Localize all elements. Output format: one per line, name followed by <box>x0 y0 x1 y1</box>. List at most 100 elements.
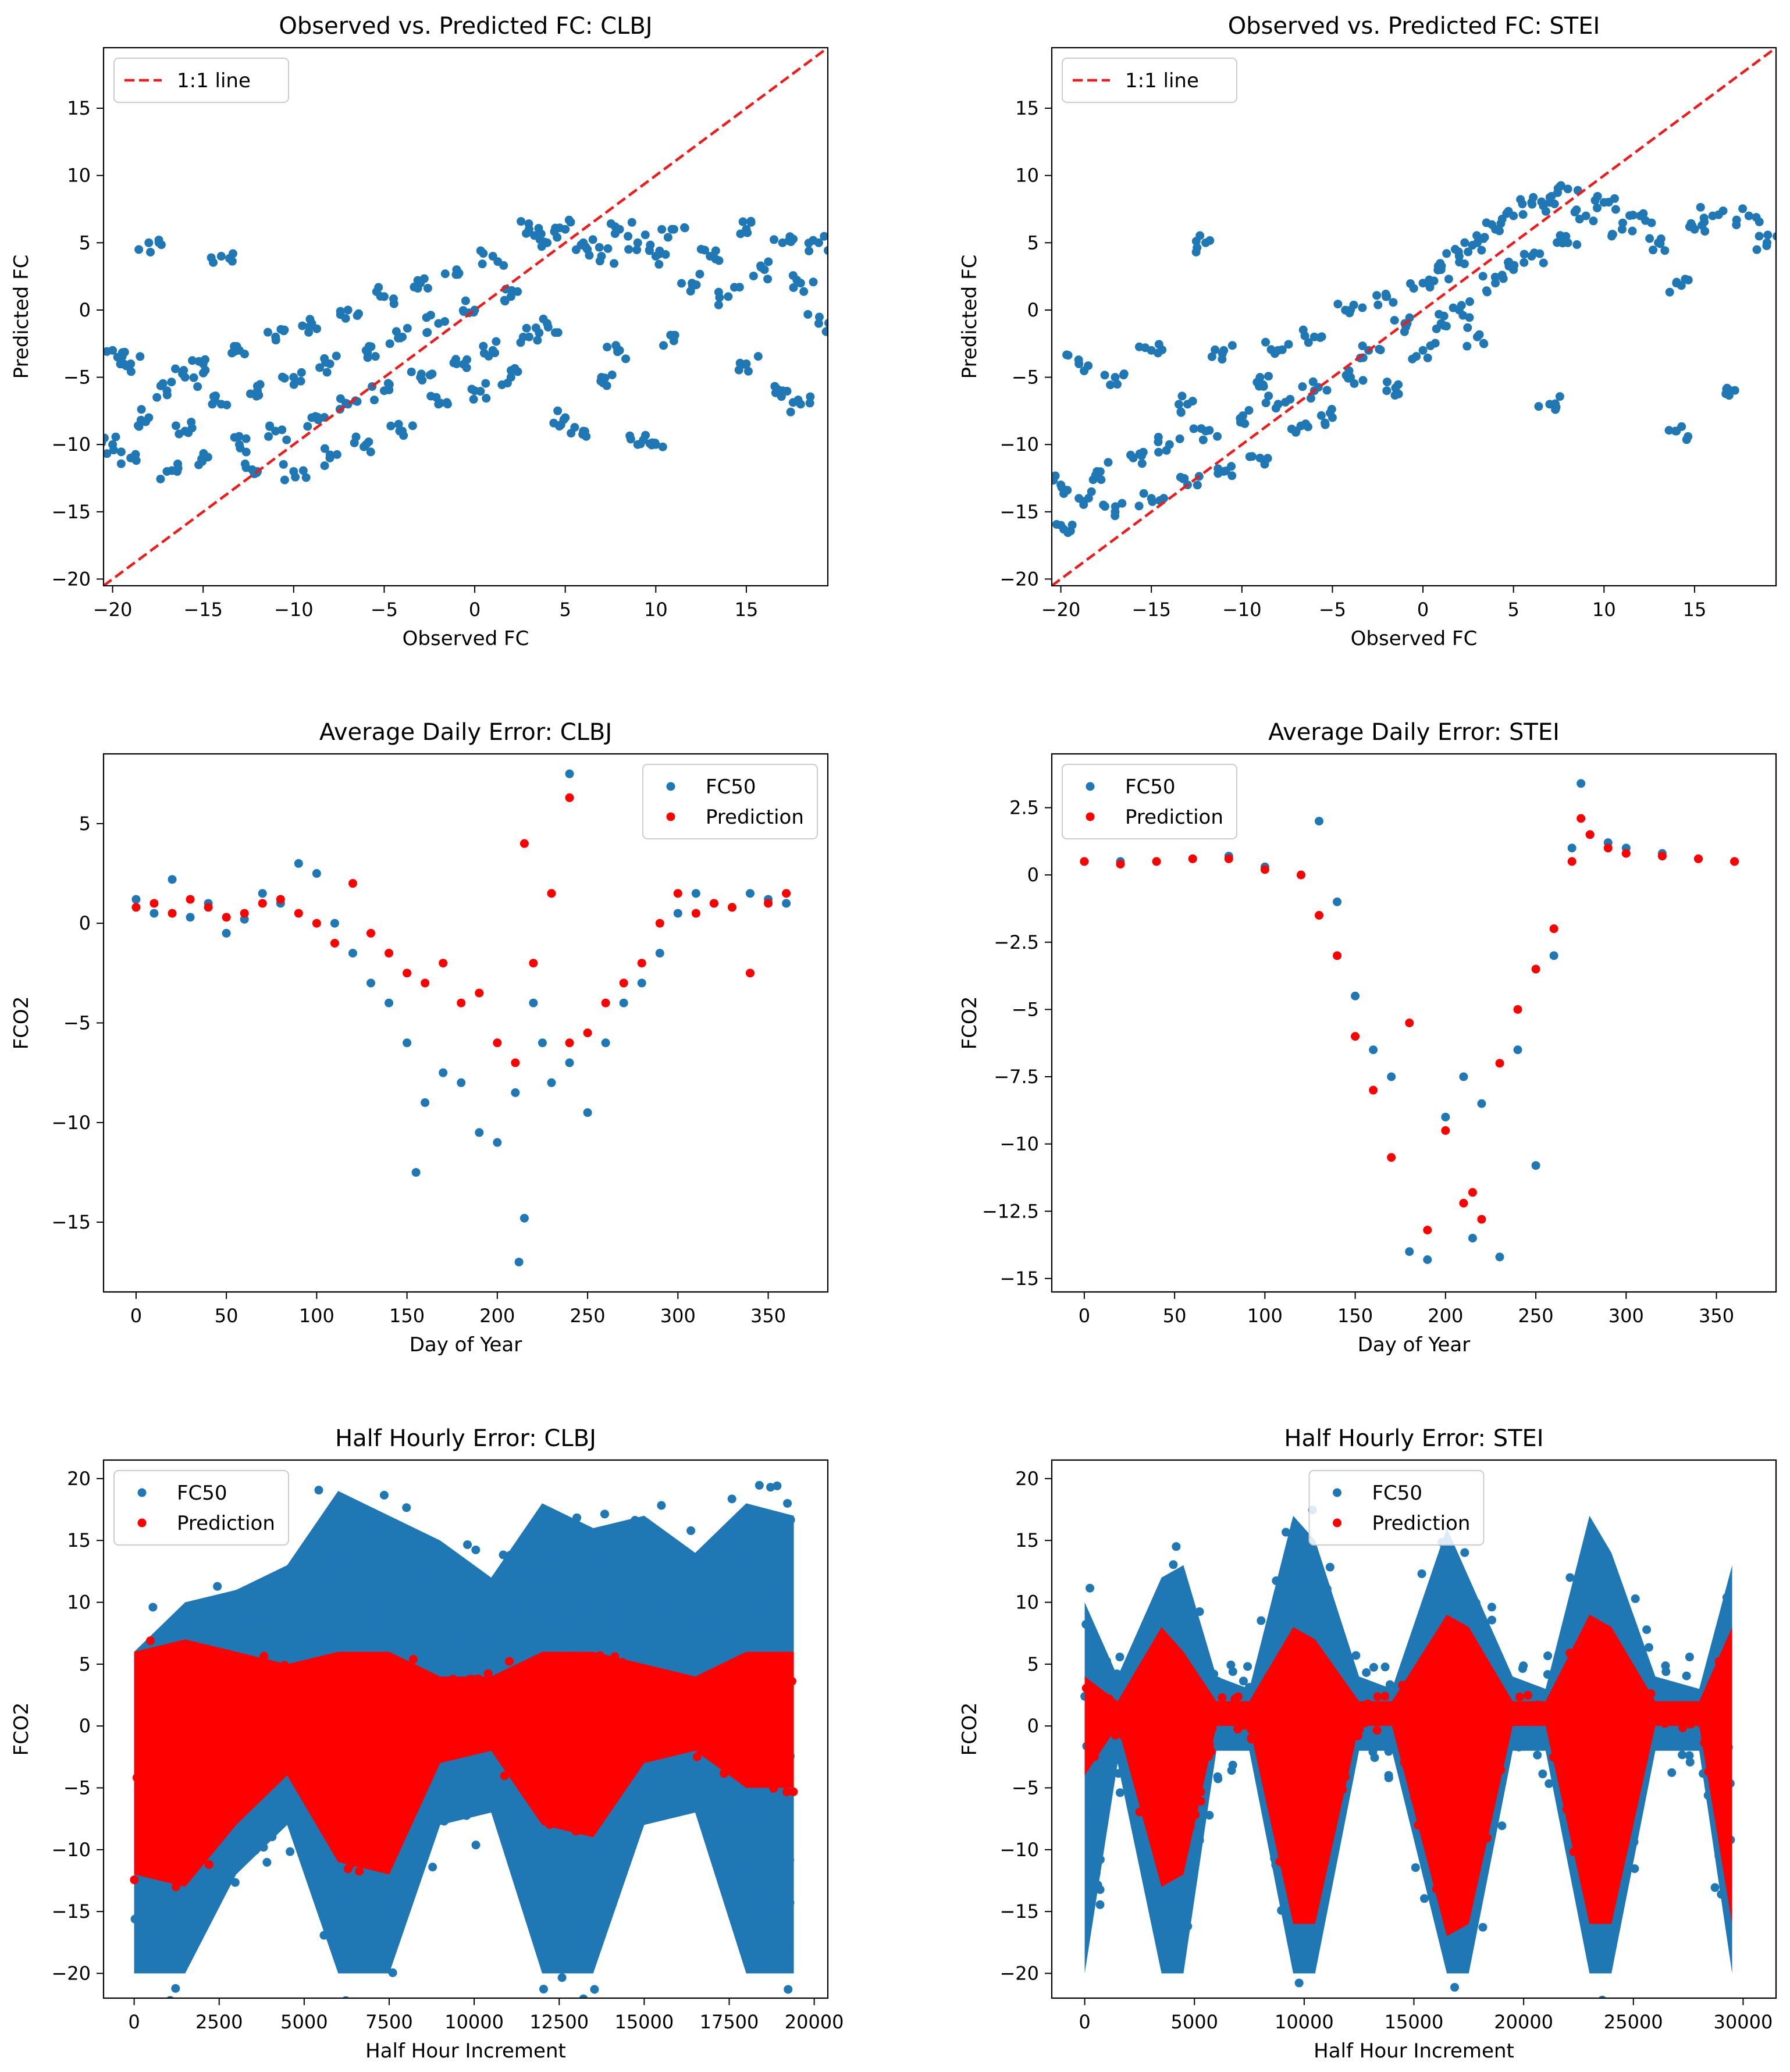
data-point <box>636 439 645 448</box>
data-point <box>636 1707 646 1717</box>
data-point <box>607 370 617 379</box>
data-point <box>1279 1669 1289 1679</box>
data-point <box>1211 345 1220 354</box>
data-point <box>1119 369 1129 379</box>
data-point <box>1172 1542 1181 1551</box>
legend: FC50 Prediction <box>113 1470 289 1546</box>
data-point <box>1678 1750 1687 1760</box>
data-point <box>298 1761 308 1770</box>
data-point <box>163 1661 173 1671</box>
data-point <box>1445 1578 1454 1587</box>
x-tick-label: 5000 <box>1171 2011 1218 2033</box>
data-point <box>1449 303 1458 312</box>
data-point <box>471 1545 481 1554</box>
y-tick-label: −20 <box>51 1962 91 1984</box>
data-point <box>172 1620 181 1629</box>
x-tick-label: 15000 <box>614 2011 674 2033</box>
data-point <box>171 364 180 373</box>
data-point <box>1477 245 1486 255</box>
data-point <box>631 1516 640 1525</box>
data-point <box>1214 1774 1223 1783</box>
data-point <box>1670 1706 1679 1715</box>
data-point <box>506 1551 515 1560</box>
data-point <box>354 309 364 318</box>
plot-area <box>104 48 828 586</box>
data-point <box>1518 210 1528 219</box>
data-point <box>1744 211 1753 220</box>
data-point <box>1260 865 1269 874</box>
data-point <box>1114 1769 1123 1778</box>
data-point <box>1349 300 1358 309</box>
data-point <box>539 1984 548 1993</box>
data-point <box>1513 1703 1522 1713</box>
data-point <box>1472 231 1482 240</box>
data-point <box>181 1793 190 1802</box>
data-point <box>476 246 485 255</box>
data-point <box>298 321 307 330</box>
data-point <box>204 1860 213 1869</box>
data-point <box>1218 1693 1227 1703</box>
legend-dot-marker <box>1333 1518 1341 1528</box>
data-point <box>478 259 487 269</box>
data-point <box>1358 303 1367 312</box>
data-point <box>715 293 724 302</box>
data-point <box>116 459 126 468</box>
x-tick-label: 5000 <box>280 2011 328 2033</box>
data-point <box>1311 1871 1320 1880</box>
data-point <box>1183 1921 1193 1931</box>
data-point <box>1316 411 1326 420</box>
data-point <box>439 1068 448 1077</box>
data-point <box>422 328 432 337</box>
data-point <box>1607 232 1617 241</box>
data-point <box>413 276 422 285</box>
data-point <box>1126 450 1136 460</box>
x-tick-label: 15 <box>735 599 759 621</box>
data-point <box>116 447 126 457</box>
data-point <box>640 230 650 240</box>
data-point <box>784 1985 793 1994</box>
data-point <box>1166 1788 1175 1797</box>
data-point <box>450 1561 460 1571</box>
y-tick-label: 10 <box>67 165 91 187</box>
data-point <box>326 1764 335 1773</box>
data-point <box>343 305 353 315</box>
data-point <box>312 1726 322 1735</box>
data-point <box>783 1498 792 1508</box>
data-point <box>1496 1765 1506 1775</box>
data-point <box>1294 1978 1304 1988</box>
y-tick-label: 5 <box>79 813 91 835</box>
data-point <box>785 1898 795 1907</box>
data-point <box>282 435 291 444</box>
data-point <box>602 1661 611 1670</box>
data-point <box>1278 1663 1287 1672</box>
data-point <box>230 1878 240 1887</box>
data-point <box>1239 1676 1248 1686</box>
data-point <box>483 1669 493 1678</box>
data-point <box>1154 447 1163 457</box>
data-point <box>1412 352 1421 361</box>
data-point <box>657 225 667 234</box>
y-tick-label: −7.5 <box>994 1066 1039 1088</box>
data-point <box>1275 1857 1284 1866</box>
x-axis-label: Half Hour Increment <box>1314 2039 1514 2063</box>
data-point <box>1118 499 1127 508</box>
data-point <box>369 1612 378 1621</box>
data-point <box>1161 1590 1170 1600</box>
data-point <box>1477 1099 1486 1108</box>
data-point <box>785 1856 795 1865</box>
y-tick-label: −15 <box>51 1211 91 1233</box>
data-point <box>1063 486 1072 495</box>
data-point <box>298 466 308 475</box>
data-point <box>1589 1701 1598 1710</box>
legend-label: Prediction <box>177 1512 275 1535</box>
data-point <box>403 1038 412 1048</box>
data-point <box>1195 231 1205 240</box>
data-point <box>1686 219 1696 228</box>
data-point <box>596 1651 605 1660</box>
data-point <box>1372 1725 1382 1735</box>
data-point <box>1384 1747 1393 1756</box>
data-point <box>404 1772 414 1782</box>
data-point <box>610 229 620 238</box>
data-point <box>262 1858 272 1867</box>
data-point <box>483 1738 493 1747</box>
